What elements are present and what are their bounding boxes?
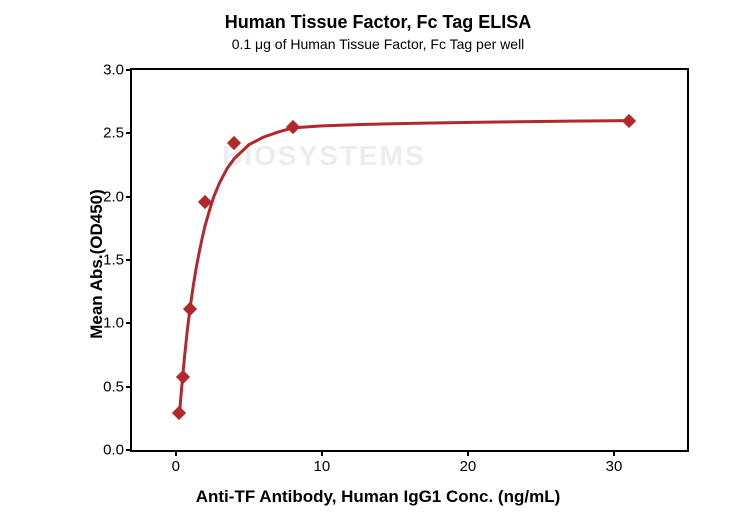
y-tick	[126, 132, 132, 134]
y-tick-label: 2.0	[103, 188, 124, 205]
y-tick	[126, 196, 132, 198]
y-tick-label: 3.0	[103, 62, 124, 79]
x-tick-label: 10	[314, 458, 331, 475]
y-tick	[126, 386, 132, 388]
y-tick-label: 0.5	[103, 378, 124, 395]
x-tick	[175, 450, 177, 456]
x-tick-label: 0	[172, 458, 180, 475]
y-tick-label: 0.0	[103, 442, 124, 459]
x-tick-label: 20	[460, 458, 477, 475]
fitted-curve	[132, 70, 687, 450]
chart-title: Human Tissue Factor, Fc Tag ELISA	[0, 12, 756, 33]
plot-area: BIOSYSTEMS 0.00.51.01.52.02.53.00102030	[130, 68, 689, 452]
y-tick	[126, 259, 132, 261]
x-axis-label: Anti-TF Antibody, Human IgG1 Conc. (ng/m…	[0, 487, 756, 507]
y-tick	[126, 69, 132, 71]
y-tick-label: 1.0	[103, 315, 124, 332]
y-tick	[126, 322, 132, 324]
x-tick-label: 30	[606, 458, 623, 475]
chart-subtitle: 0.1 μg of Human Tissue Factor, Fc Tag pe…	[0, 36, 756, 52]
x-tick	[467, 450, 469, 456]
y-tick	[126, 449, 132, 451]
elisa-chart: Human Tissue Factor, Fc Tag ELISA 0.1 μg…	[0, 0, 756, 527]
x-tick	[321, 450, 323, 456]
y-tick-label: 2.5	[103, 125, 124, 142]
y-tick-label: 1.5	[103, 252, 124, 269]
x-tick	[613, 450, 615, 456]
